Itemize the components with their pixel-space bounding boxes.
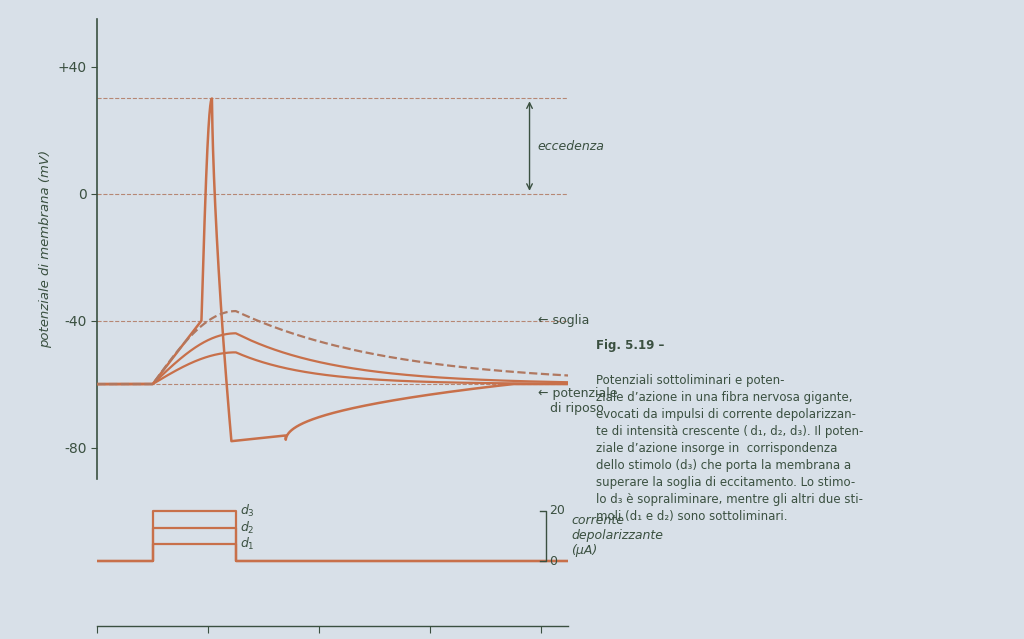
Text: 0: 0 (549, 555, 557, 567)
Text: $d_1$: $d_1$ (240, 535, 254, 551)
Text: $d_3$: $d_3$ (240, 503, 255, 519)
Text: $d_2$: $d_2$ (240, 520, 254, 537)
Y-axis label: potenziale di membrana (mV): potenziale di membrana (mV) (39, 150, 52, 348)
Text: eccedenza: eccedenza (538, 139, 605, 153)
Text: Fig. 5.19 –: Fig. 5.19 – (596, 339, 665, 351)
Text: ← soglia: ← soglia (538, 314, 589, 327)
Text: di riposo: di riposo (538, 401, 603, 415)
Text: 20: 20 (549, 504, 565, 518)
Text: Potenziali sottoliminari e poten-
ziale d’azione in una fibra nervosa gigante,
e: Potenziali sottoliminari e poten- ziale … (596, 374, 863, 523)
Text: corrente
depolarizzante
(μA): corrente depolarizzante (μA) (571, 514, 664, 557)
Text: ← potenziale: ← potenziale (538, 387, 617, 400)
